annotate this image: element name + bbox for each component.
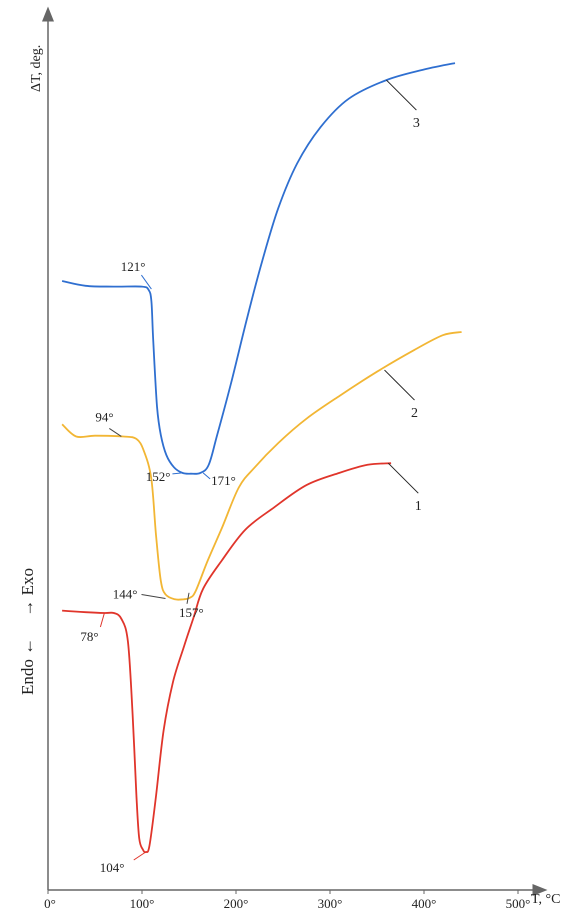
annotation-label: 121° — [121, 259, 146, 274]
annotation-leader — [99, 612, 105, 628]
curves — [61, 62, 462, 854]
annotation-label: 157° — [179, 605, 204, 620]
x-tick-label: 100° — [130, 896, 155, 910]
endo-exo-label: Endo ← → Exo — [18, 568, 37, 695]
x-tick-label: 400° — [412, 896, 437, 910]
curve-label-1: 1 — [415, 499, 422, 514]
curve-leader — [387, 462, 419, 494]
series-2-line — [61, 331, 462, 601]
annotation-leader — [202, 472, 211, 480]
annotation-leader — [140, 274, 152, 290]
annotation-label: 78° — [80, 629, 98, 644]
annotation-label: 104° — [100, 860, 125, 875]
annotation-leader — [186, 592, 190, 604]
annotation-label: 152° — [146, 469, 171, 484]
annotation-label: 94° — [95, 409, 113, 424]
annotation-leader — [133, 851, 147, 861]
x-ticks: 0° 100° 200° 300° 400° 500° — [44, 890, 530, 910]
curve-leader — [386, 79, 417, 111]
axes — [42, 6, 548, 896]
annotation-label: 144° — [113, 586, 138, 601]
annotation-leader — [172, 472, 183, 475]
x-tick-label: 200° — [224, 896, 249, 910]
annotation-label: 171° — [211, 473, 236, 488]
leader-lines — [99, 79, 419, 861]
annotation-leader — [109, 428, 122, 437]
y-axis-title: ΔT, deg. — [29, 45, 44, 92]
curve-label-3: 3 — [413, 116, 420, 131]
x-axis-title: T, °C — [531, 892, 560, 907]
curve-label-2: 2 — [411, 406, 418, 421]
point-labels: 121° 152° 171° 94° 144° 157° 78° 104° 3 2 1 — [80, 116, 421, 875]
curve-leader — [384, 369, 415, 401]
x-tick-label: 500° — [506, 896, 531, 910]
x-tick-label: 0° — [44, 896, 56, 910]
x-tick-label: 300° — [318, 896, 343, 910]
series-3-line — [61, 62, 456, 475]
series-1-line — [62, 462, 392, 854]
annotation-leader — [141, 593, 166, 599]
